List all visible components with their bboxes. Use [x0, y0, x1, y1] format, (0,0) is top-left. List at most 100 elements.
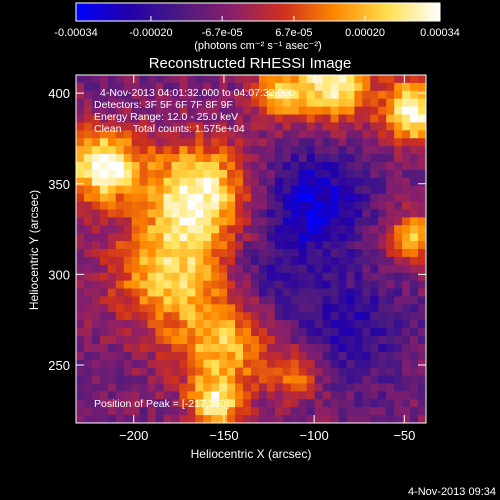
heatmap-pixel	[99, 343, 109, 353]
heatmap-pixel	[115, 241, 125, 250]
heatmap-pixel	[139, 296, 148, 305]
heatmap-pixel	[179, 415, 188, 423]
heatmap-pixel	[99, 391, 109, 400]
heatmap-pixel	[123, 407, 133, 416]
heatmap-pixel	[83, 383, 93, 392]
heatmap-pixel	[338, 185, 347, 195]
heatmap-pixel	[76, 122, 85, 131]
heatmap-pixel	[258, 146, 268, 155]
heatmap-pixel	[139, 75, 148, 84]
heatmap-pixel	[76, 296, 85, 305]
heatmap-pixel	[282, 138, 292, 147]
heatmap-pixel	[123, 225, 133, 234]
heatmap-pixel	[282, 272, 292, 282]
heatmap-pixel	[171, 177, 180, 187]
heatmap-pixel	[306, 114, 316, 123]
heatmap-pixel	[354, 106, 363, 115]
heatmap-pixel	[370, 217, 379, 226]
heatmap-pixel	[163, 367, 172, 376]
heatmap-pixel	[362, 383, 371, 392]
heatmap-pixel	[306, 391, 316, 400]
heatmap-pixel	[139, 162, 148, 171]
heatmap-pixel	[306, 407, 316, 416]
y-tick-label: 350	[48, 177, 70, 192]
heatmap-pixel	[314, 233, 323, 242]
heatmap-pixel	[155, 75, 164, 84]
heatmap-pixel	[306, 241, 316, 250]
heatmap-pixel	[187, 375, 196, 384]
heatmap-pixel	[330, 185, 339, 195]
heatmap-pixel	[179, 75, 188, 84]
heatmap-pixel	[354, 343, 363, 353]
heatmap-pixel	[76, 391, 85, 400]
heatmap-pixel	[386, 351, 395, 361]
heatmap-pixel	[251, 312, 260, 321]
heatmap-pixel	[163, 391, 172, 400]
heatmap-pixel	[314, 272, 323, 282]
heatmap-pixel	[131, 106, 141, 115]
heatmap-pixel	[195, 146, 204, 155]
heatmap-pixel	[235, 280, 244, 289]
heatmap-pixel	[394, 359, 403, 369]
heatmap-pixel	[298, 75, 308, 84]
heatmap-pixel	[243, 130, 252, 139]
x-tick-label: −100	[299, 428, 328, 443]
heatmap-pixel	[346, 154, 355, 163]
heatmap-pixel	[243, 320, 252, 329]
heatmap-pixel	[378, 114, 387, 123]
heatmap-pixel	[298, 154, 308, 163]
heatmap-pixel	[147, 114, 156, 123]
heatmap-pixel	[251, 320, 260, 329]
heatmap-pixel	[418, 209, 426, 218]
heatmap-pixel	[227, 399, 236, 408]
heatmap-pixel	[91, 217, 101, 226]
heatmap-pixel	[418, 351, 426, 361]
heatmap-pixel	[274, 320, 284, 329]
heatmap-pixel	[314, 162, 323, 171]
heatmap-pixel	[91, 90, 101, 100]
heatmap-pixel	[155, 146, 164, 155]
heatmap-pixel	[290, 399, 300, 408]
heatmap-pixel	[187, 280, 196, 289]
heatmap-pixel	[155, 217, 164, 226]
heatmap-pixel	[227, 312, 236, 321]
heatmap-pixel	[258, 256, 268, 266]
heatmap-pixel	[99, 185, 109, 195]
heatmap-pixel	[394, 82, 403, 92]
heatmap-pixel	[410, 256, 419, 266]
heatmap-pixel	[147, 320, 156, 329]
heatmap-pixel	[195, 375, 204, 384]
heatmap-pixel	[139, 375, 148, 384]
heatmap-pixel	[195, 320, 204, 329]
heatmap-pixel	[99, 193, 109, 202]
heatmap-pixel	[251, 256, 260, 266]
heatmap-pixel	[362, 146, 371, 155]
heatmap-pixel	[107, 328, 117, 337]
heatmap-pixel	[147, 288, 156, 297]
heatmap-pixel	[266, 146, 276, 155]
heatmap-pixel	[306, 256, 316, 266]
heatmap-pixel	[378, 272, 387, 282]
heatmap-pixel	[330, 138, 339, 147]
heatmap-pixel	[203, 351, 212, 361]
heatmap-pixel	[362, 359, 371, 369]
heatmap-pixel	[338, 312, 347, 321]
heatmap-pixel	[322, 296, 331, 305]
heatmap-pixel	[235, 399, 244, 408]
heatmap-pixel	[370, 169, 379, 179]
heatmap-pixel	[298, 82, 308, 92]
heatmap-pixel	[187, 304, 196, 313]
heatmap-pixel	[91, 367, 101, 376]
heatmap-pixel	[330, 383, 339, 392]
heatmap-pixel	[139, 383, 148, 392]
heatmap-pixel	[298, 138, 308, 147]
heatmap-pixel	[266, 75, 276, 84]
heatmap-pixel	[354, 288, 363, 297]
heatmap-pixel	[258, 296, 268, 305]
heatmap-pixel	[99, 90, 109, 100]
heatmap-pixel	[155, 241, 164, 250]
heatmap-pixel	[251, 225, 260, 234]
heatmap-pixel	[107, 312, 117, 321]
heatmap-pixel	[243, 312, 252, 321]
heatmap-pixel	[330, 146, 339, 155]
